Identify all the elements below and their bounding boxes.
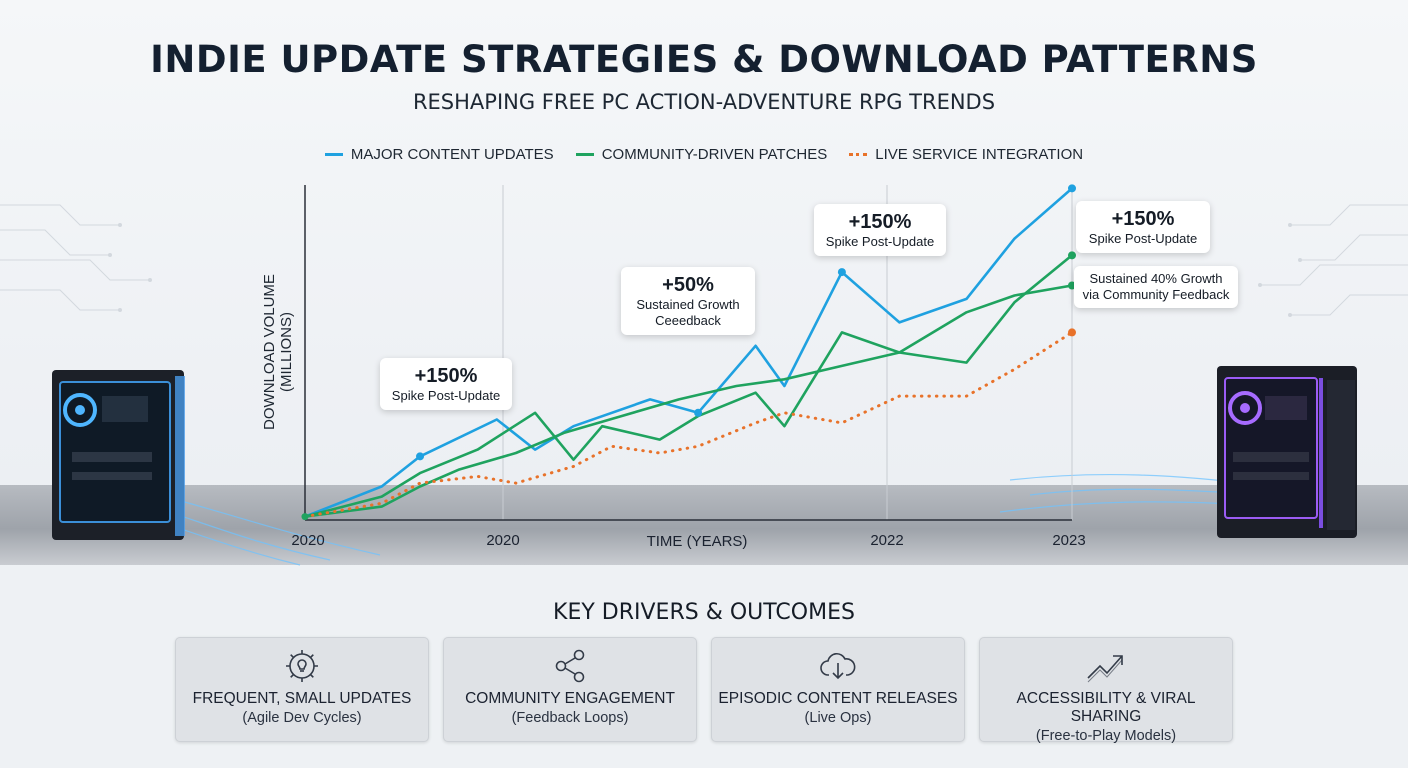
pc-tower-right	[1217, 366, 1357, 538]
cloud-download-icon	[712, 646, 964, 686]
x-tick-label: 2023	[1052, 532, 1085, 549]
legend-item-live: LIVE SERVICE INTEGRATION	[849, 146, 1083, 163]
callout-text-2: via Community Feedback	[1082, 287, 1230, 302]
callout-text-2: Ceeedback	[655, 313, 721, 328]
y-axis-label: DOWNLOAD VOLUME (MILLIONS)	[261, 242, 295, 462]
annotation-point	[1068, 251, 1076, 260]
callout-text: Sustained Growth	[636, 297, 740, 312]
x-axis-title: TIME (YEARS)	[647, 533, 748, 550]
callout-value: +150%	[848, 211, 912, 233]
callout-spike-2023: +150% Spike Post-Update	[1076, 201, 1210, 253]
series-line-1	[303, 254, 1074, 518]
callout-spike-2022: +150% Spike Post-Update	[814, 204, 946, 256]
callout-community-growth: Sustained 40% Growth via Community Feedb…	[1074, 266, 1238, 308]
trend-up-icon	[980, 646, 1232, 686]
annotation-point	[694, 408, 703, 417]
driver-card-sub: (Feedback Loops)	[511, 710, 629, 726]
driver-card-episodic: EPISODIC CONTENT RELEASES (Live Ops)	[711, 637, 965, 742]
share-icon	[444, 646, 696, 686]
callout-value: +150%	[414, 365, 478, 387]
annotation-point	[1068, 184, 1076, 193]
callout-value: +150%	[1111, 208, 1175, 230]
page-subtitle: RESHAPING FREE PC ACTION-ADVENTURE RPG T…	[412, 90, 996, 114]
callout-text: Sustained 40% Growth	[1089, 271, 1223, 286]
legend-swatch-major	[324, 153, 343, 156]
x-tick-label: 2020	[291, 532, 324, 549]
legend-label-live: LIVE SERVICE INTEGRATION	[875, 146, 1084, 163]
series-line-3	[303, 330, 1074, 519]
callout-value: +50%	[662, 274, 714, 296]
callout-text: Spike Post-Update	[825, 234, 935, 249]
callout-text: Spike Post-Update	[1088, 231, 1198, 246]
floor-band	[0, 485, 1408, 565]
callout-sustained-2021: +50% Sustained Growth Ceeedback	[621, 267, 755, 335]
chart-legend: MAJOR CONTENT UPDATES COMMUNITY-DRIVEN P…	[0, 146, 1408, 163]
driver-card-title: COMMUNITY ENGAGEMENT	[465, 690, 675, 707]
driver-card-sub: (Agile Dev Cycles)	[242, 710, 362, 726]
series-line-0	[303, 187, 1074, 518]
driver-card-accessibility: ACCESSIBILITY & VIRAL SHARING (Free-to-P…	[979, 637, 1233, 744]
callout-text: Spike Post-Update	[391, 388, 501, 403]
annotation-point	[837, 268, 846, 277]
gear-bulb-icon	[176, 646, 428, 686]
drivers-title: KEY DRIVERS & OUTCOMES	[553, 600, 855, 625]
x-tick-label: 2020	[486, 532, 519, 549]
y-axis-label-line1: DOWNLOAD VOLUME	[261, 274, 278, 430]
driver-card-title: EPISODIC CONTENT RELEASES	[718, 690, 958, 707]
driver-card-title: FREQUENT, SMALL UPDATES	[192, 690, 412, 707]
driver-card-community: COMMUNITY ENGAGEMENT (Feedback Loops)	[443, 637, 697, 742]
callout-spike-2020: +150% Spike Post-Update	[380, 358, 512, 410]
legend-label-major: MAJOR CONTENT UPDATES	[350, 146, 554, 163]
legend-item-community: COMMUNITY-DRIVEN PATCHES	[575, 146, 828, 163]
driver-card-title: ACCESSIBILITY & VIRAL SHARING	[1016, 690, 1196, 725]
page-title: INDIE UPDATE STRATEGIES & DOWNLOAD PATTE…	[150, 38, 1258, 81]
driver-card-updates: FREQUENT, SMALL UPDATES (Agile Dev Cycle…	[175, 637, 429, 742]
pc-tower-left	[52, 370, 185, 540]
series-end-point	[1068, 328, 1076, 337]
legend-swatch-live	[849, 153, 868, 156]
annotation-point	[416, 452, 425, 461]
y-axis-label-line2: (MILLIONS)	[278, 312, 295, 393]
driver-card-sub: (Live Ops)	[804, 710, 872, 726]
legend-label-community: COMMUNITY-DRIVEN PATCHES	[601, 146, 828, 163]
x-tick-label: 2022	[870, 532, 903, 549]
legend-item-major: MAJOR CONTENT UPDATES	[324, 146, 554, 163]
legend-swatch-community	[575, 153, 594, 156]
origin-point	[301, 513, 309, 521]
drivers-cards: FREQUENT, SMALL UPDATES (Agile Dev Cycle…	[175, 637, 1233, 744]
driver-card-sub: (Free-to-Play Models)	[1035, 728, 1177, 744]
